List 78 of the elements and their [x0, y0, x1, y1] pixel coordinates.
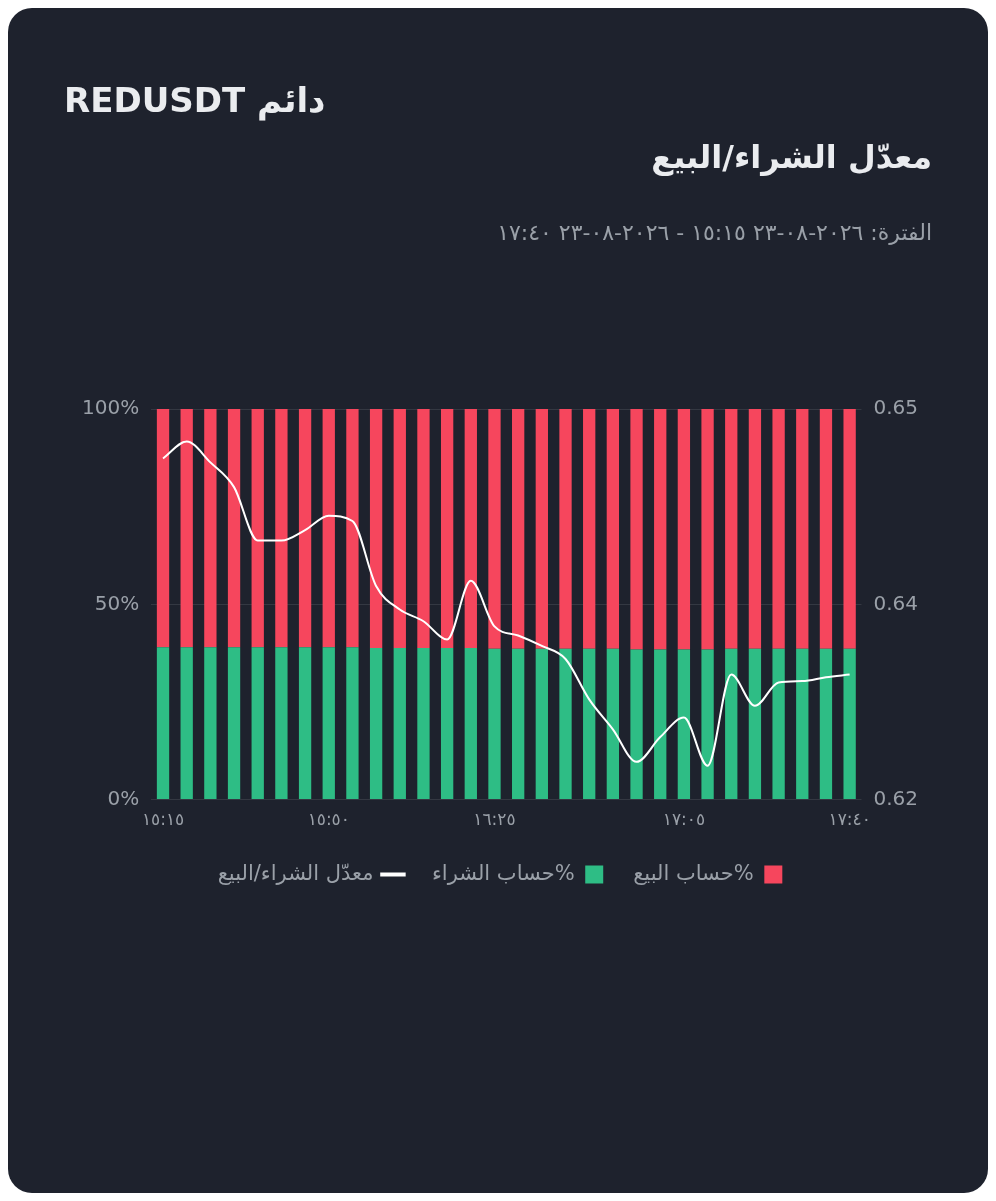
legend-label: معدّل الشراء/البيع	[217, 860, 374, 885]
bar	[819, 409, 833, 649]
bar	[796, 409, 809, 649]
bar	[772, 648, 785, 800]
bar	[275, 647, 288, 800]
legend-label: حساب البيع%	[633, 860, 754, 885]
y-tick-label: 100%	[81, 395, 140, 420]
y2-tick-label: 0.64	[873, 590, 918, 615]
bar	[440, 648, 454, 800]
legend-label: حساب الشراء%	[431, 860, 575, 885]
bar	[156, 647, 170, 800]
bar	[630, 649, 643, 800]
bar	[559, 409, 572, 649]
bar	[772, 409, 785, 649]
bar	[393, 648, 406, 800]
bar	[369, 409, 383, 649]
y-tick-label: 0%	[107, 785, 140, 810]
bar	[654, 409, 667, 650]
y-tick-label: 50%	[94, 590, 140, 615]
bar	[346, 647, 359, 800]
bar	[535, 409, 548, 649]
bar	[464, 409, 477, 649]
bar	[677, 649, 691, 800]
bar	[748, 648, 762, 800]
bar	[227, 409, 241, 648]
bar	[369, 648, 383, 800]
bar	[488, 409, 501, 649]
chart-title: معدّل الشراء/البيع	[651, 138, 932, 176]
bar	[512, 409, 525, 649]
bar	[227, 647, 241, 800]
x-tick-label: ١٥:٥٠	[307, 809, 350, 830]
x-tick-label: ١٦:٢٥	[473, 809, 516, 830]
bar	[512, 648, 525, 800]
bar	[204, 409, 217, 648]
bar	[796, 648, 809, 800]
bar	[583, 409, 596, 649]
x-tick-label: ١٥:١٥	[141, 809, 185, 830]
bar	[417, 648, 430, 800]
bar	[204, 647, 217, 800]
bar	[156, 409, 170, 648]
bar	[583, 648, 596, 800]
bar	[606, 409, 620, 649]
y2-tick-label: 0.62	[873, 785, 918, 810]
bar	[535, 648, 548, 800]
bar	[606, 648, 620, 800]
bar	[251, 409, 264, 648]
bar	[322, 409, 335, 648]
bar	[677, 409, 691, 650]
bar	[488, 648, 501, 800]
bar	[464, 648, 477, 800]
bar	[819, 648, 833, 800]
bar	[275, 409, 288, 648]
bar	[393, 409, 406, 649]
bar	[630, 409, 643, 650]
bar	[701, 649, 714, 800]
bar	[654, 649, 667, 800]
chart-subtitle: الفترة: ٢٠٢٦-٠٨-٢٣ ١٥:١٥ - ٢٠٢٦-٠٨-٢٣ ١٧:٤٠	[497, 220, 932, 245]
bar	[346, 409, 359, 648]
bar	[701, 409, 714, 650]
line-series	[162, 440, 851, 767]
bar	[440, 409, 454, 649]
x-tick-label: ١٧:٤٠	[828, 809, 871, 830]
bar	[843, 409, 856, 649]
bar	[559, 648, 572, 800]
bar	[322, 647, 335, 800]
bar	[298, 409, 312, 648]
text: REDUSDT دائم	[64, 80, 326, 120]
x-tick-label: ١٧:٠٥	[662, 809, 706, 830]
bar	[417, 409, 430, 649]
bar	[725, 409, 738, 649]
bar	[251, 647, 264, 800]
bar	[725, 648, 738, 800]
bar	[180, 647, 193, 800]
bar	[843, 648, 856, 800]
bar	[180, 409, 193, 648]
y2-tick-label: 0.65	[873, 395, 918, 420]
bar	[748, 409, 762, 649]
bar	[298, 647, 312, 800]
